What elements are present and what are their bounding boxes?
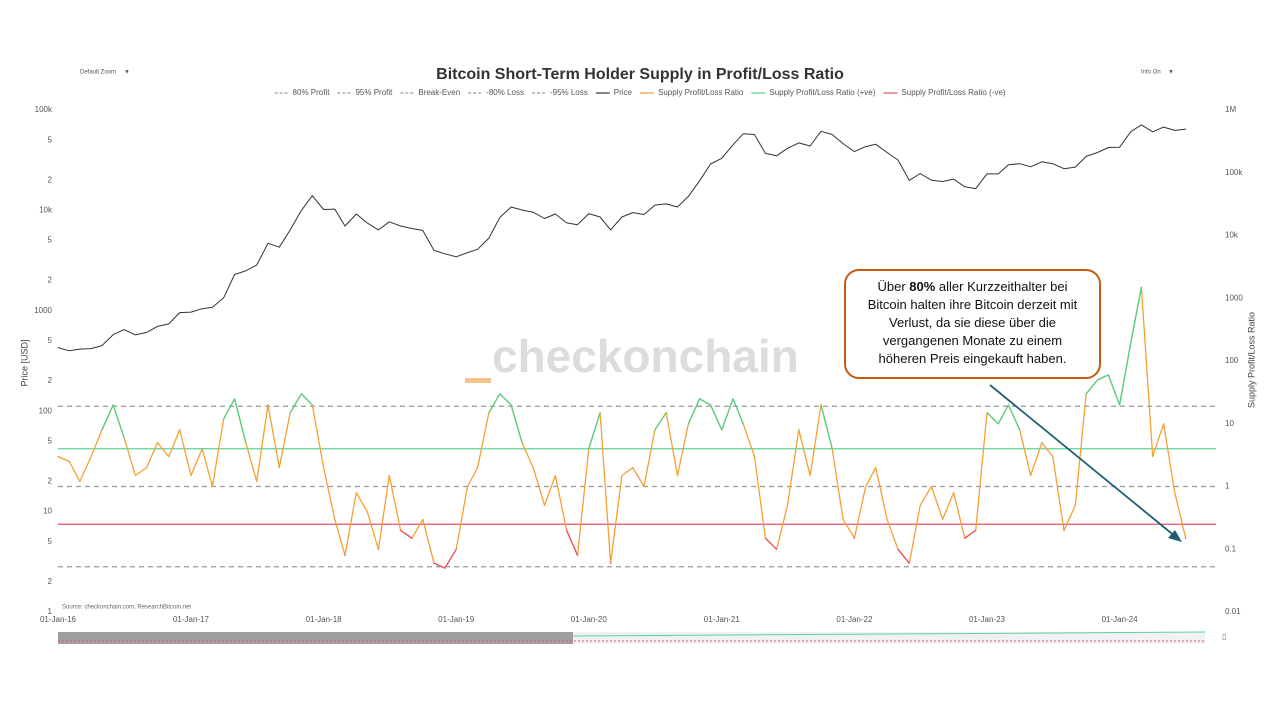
- x-tick-label: 01-Jan-23: [969, 615, 1006, 624]
- legend-label: -95% Loss: [550, 88, 588, 97]
- navigator[interactable]: ▯: [58, 631, 1226, 644]
- y2-tick-label: 10: [1225, 419, 1234, 428]
- legend-label: Supply Profit/Loss Ratio (+ve): [769, 88, 875, 97]
- zoom-control[interactable]: Default Zoom: [80, 70, 116, 76]
- y-tick-label: 5: [48, 236, 53, 245]
- y2-tick-label: 1: [1225, 482, 1230, 491]
- navigator-line: [572, 631, 1206, 637]
- series-line: [57, 124, 1187, 352]
- y-tick-label: 100: [39, 406, 53, 415]
- watermark: checkonchain: [492, 330, 799, 382]
- x-tick-label: 01-Jan-22: [836, 615, 873, 624]
- source: Source: checkonchain.com, ResearchBitcoi…: [62, 605, 191, 611]
- y2-tick-label: 100k: [1225, 168, 1243, 177]
- y-tick-label: 2: [48, 276, 53, 285]
- legend-label: Price: [614, 88, 633, 97]
- x-tick-label: 01-Jan-18: [306, 615, 343, 624]
- y-axis-title: Price [USD]: [19, 339, 29, 386]
- info-caret[interactable]: ▼: [1168, 70, 1174, 76]
- y-tick-label: 10k: [39, 206, 53, 215]
- y2-tick-label: 10k: [1225, 231, 1239, 240]
- x-tick-label: 01-Jan-20: [571, 615, 608, 624]
- annotation-box: [844, 269, 1101, 379]
- annotation-frame: Über 80% aller Kurzzeithalter bei Bitcoi…: [845, 270, 1100, 376]
- x-tick-label: 01-Jan-19: [438, 615, 475, 624]
- legend-label: 95% Profit: [355, 88, 393, 97]
- info-control[interactable]: Info On: [1141, 70, 1161, 76]
- navigator-window[interactable]: [58, 632, 573, 644]
- navigator-handle[interactable]: ▯: [1222, 632, 1226, 641]
- legend-label: 80% Profit: [293, 88, 331, 97]
- y2-tick-label: 0.01: [1225, 607, 1241, 616]
- x-tick-label: 01-Jan-24: [1102, 615, 1139, 624]
- y-tick-label: 5: [48, 437, 53, 446]
- annotation: Über 80% aller Kurzzeithalter bei Bitcoi…: [845, 270, 1100, 376]
- y-tick-label: 2: [48, 376, 53, 385]
- y-tick-label: 1000: [34, 306, 52, 315]
- series-line: [344, 529, 1187, 569]
- y-tick-label: 2: [48, 476, 53, 485]
- annotation-arrowhead: [1168, 530, 1182, 542]
- y-tick-label: 5: [48, 135, 53, 144]
- y-tick-label: 5: [48, 537, 53, 546]
- y2-tick-label: 100: [1225, 356, 1239, 365]
- legend-label: -80% Loss: [486, 88, 524, 97]
- y2-axis-title: Supply Profit/Loss Ratio: [1246, 312, 1256, 408]
- zoom-caret[interactable]: ▼: [124, 70, 130, 76]
- y-tick-label: 1: [48, 607, 53, 616]
- y-tick-label: 5: [48, 336, 53, 345]
- x-tick-label: 01-Jan-21: [704, 615, 741, 624]
- x-tick-label: 01-Jan-17: [173, 615, 210, 624]
- watermark-bar: [465, 378, 491, 383]
- annotation-arrow: [989, 384, 1177, 538]
- legend-label: Supply Profit/Loss Ratio (-ve): [901, 88, 1005, 97]
- y-tick-label: 10: [43, 507, 52, 516]
- annotation-bold: 80%: [909, 279, 936, 294]
- y2-tick-label: 1M: [1225, 105, 1236, 114]
- legend: 80% Profit 95% Profit Break-Even -80% Loss -…: [274, 88, 1006, 97]
- y-tick-label: 2: [48, 577, 53, 586]
- series-line: [101, 286, 1165, 450]
- y2-tick-label: 0.1: [1225, 544, 1237, 553]
- annotation-text: aller Kurzzeithalter bei Bitcoin halten …: [867, 279, 1078, 366]
- annotation-text: Über: [877, 279, 910, 294]
- y2-tick-label: 1000: [1225, 293, 1243, 302]
- legend-label: Break-Even: [418, 88, 460, 97]
- y-tick-label: 2: [48, 175, 53, 184]
- chart-title: Bitcoin Short-Term Holder Supply in Prof…: [436, 66, 844, 83]
- legend-label: Supply Profit/Loss Ratio: [658, 88, 744, 97]
- y-tick-label: 100k: [35, 105, 53, 114]
- x-tick-label: 01-Jan-16: [40, 615, 77, 624]
